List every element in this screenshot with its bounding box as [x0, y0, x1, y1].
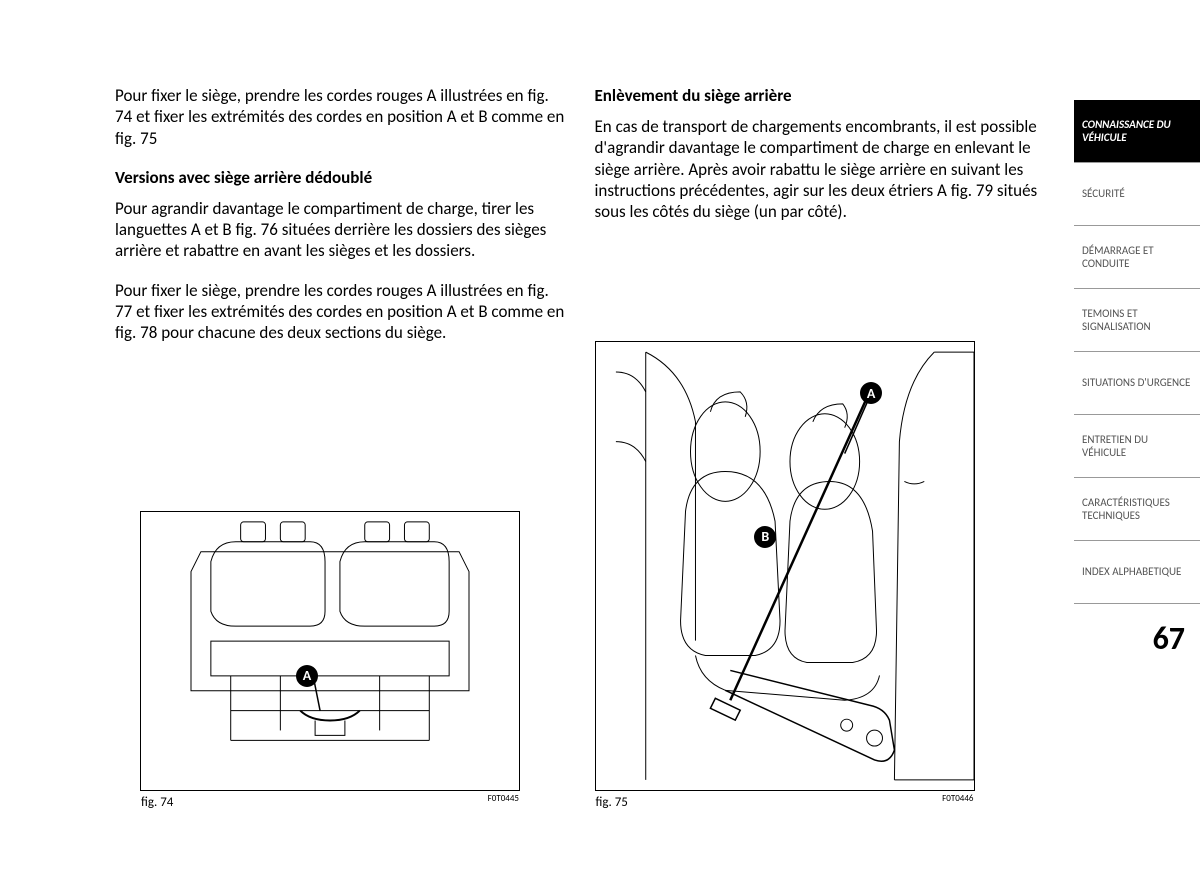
- right-column: Enlèvement du siège arrière En cas de tr…: [595, 85, 1045, 856]
- figure-caption: fig. 75: [596, 795, 628, 810]
- figure-caption: fig. 74: [141, 795, 173, 810]
- figure-code: F0T0445: [488, 793, 519, 804]
- sidebar-item-caracteristiques[interactable]: CARACTÉRISTIQUES TECHNIQUES: [1074, 478, 1200, 541]
- paragraph: En cas de transport de chargements encom…: [595, 116, 1045, 222]
- sidebar-item-entretien[interactable]: ENTRETIEN DU VÉHICULE: [1074, 415, 1200, 478]
- sidebar-item-temoins[interactable]: TEMOINS ET SIGNALISATION: [1074, 289, 1200, 352]
- seat-illustration-fig75: [596, 342, 974, 790]
- paragraph: Pour fixer le siège, prendre les cordes …: [115, 85, 565, 149]
- seat-illustration-fig74: [141, 512, 519, 790]
- paragraph: Pour agrandir davantage le compartiment …: [115, 198, 565, 262]
- page-number: 67: [1074, 619, 1200, 658]
- content-area: Pour fixer le siège, prendre les cordes …: [0, 0, 1074, 886]
- sidebar-item-situations[interactable]: SITUATIONS D'URGENCE: [1074, 352, 1200, 415]
- callout-a: A: [296, 665, 318, 687]
- page-container: Pour fixer le siège, prendre les cordes …: [0, 0, 1200, 886]
- sidebar-nav: CONNAISSANCE DU VÉHICULE SÉCURITÉ DÉMARR…: [1074, 0, 1200, 886]
- left-column: Pour fixer le siège, prendre les cordes …: [115, 85, 565, 856]
- paragraph: Pour fixer le siège, prendre les cordes …: [115, 280, 565, 344]
- section-heading: Enlèvement du siège arrière: [595, 85, 1045, 106]
- figure-75: A B fig. 75 F0T0446: [595, 341, 975, 791]
- section-heading: Versions avec siège arrière dédoublé: [115, 167, 565, 188]
- figure-74: A fig. 74 F0T0445: [140, 511, 520, 791]
- figure-code: F0T0446: [942, 793, 973, 804]
- sidebar-item-securite[interactable]: SÉCURITÉ: [1074, 163, 1200, 226]
- sidebar-item-demarrage[interactable]: DÉMARRAGE ET CONDUITE: [1074, 226, 1200, 289]
- sidebar-item-connaissance[interactable]: CONNAISSANCE DU VÉHICULE: [1074, 100, 1200, 163]
- callout-b: B: [754, 526, 776, 548]
- sidebar-item-index[interactable]: INDEX ALPHABETIQUE: [1074, 541, 1200, 604]
